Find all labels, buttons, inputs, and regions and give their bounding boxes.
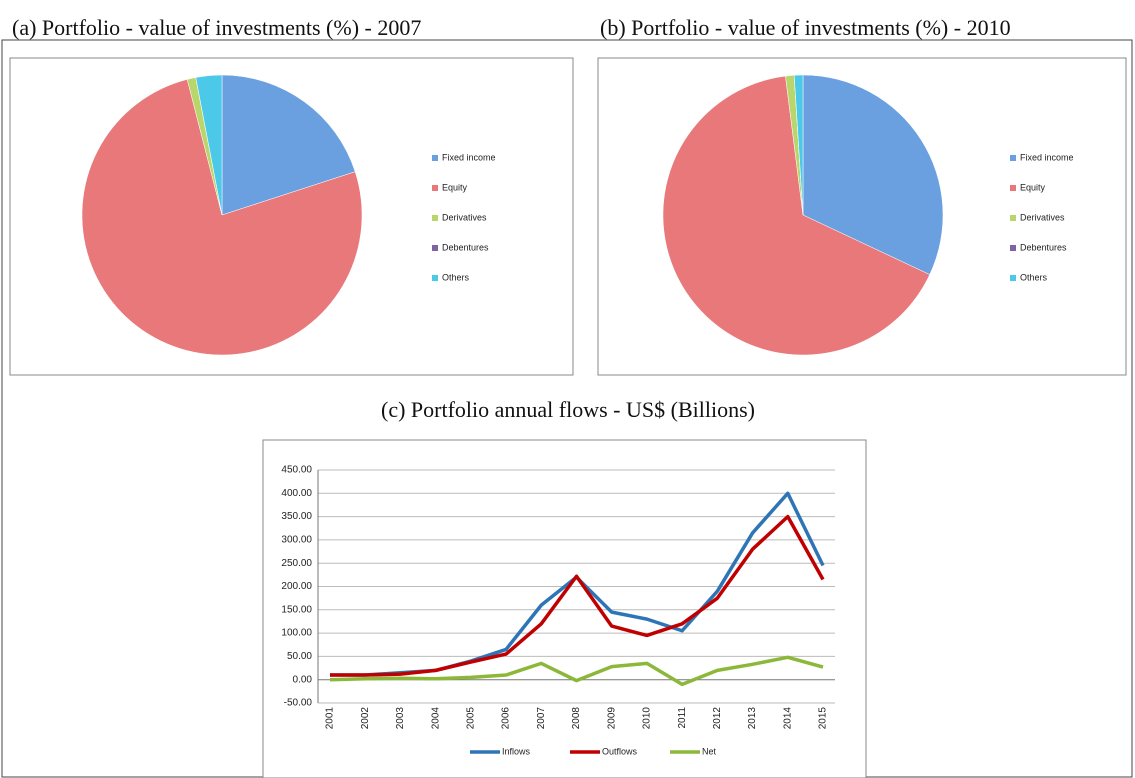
line-series (330, 514, 825, 677)
chart-title: (b) Portfolio - value of investments (%)… (600, 15, 1011, 40)
legend-label: Equity (442, 182, 468, 192)
x-tick-label: 2003 (395, 707, 406, 730)
y-tick-label: 100.00 (281, 628, 312, 639)
x-tick-label: 2007 (536, 707, 547, 730)
x-tick-label: 2014 (782, 707, 793, 730)
chart-title: (a) Portfolio - value of investments (%)… (12, 15, 421, 40)
panel-frame (262, 439, 867, 778)
x-tick-label: 2015 (818, 707, 829, 730)
legend-swatch (432, 275, 438, 281)
pie-slice (802, 74, 944, 275)
legend-label: Equity (1020, 182, 1046, 192)
x-tick-label: 2013 (747, 707, 758, 730)
x-tick-label: 2011 (677, 707, 688, 729)
pie-slice (662, 75, 931, 356)
y-tick-label: 300.00 (281, 535, 312, 546)
x-tick-label: 2009 (606, 707, 617, 730)
legend-swatch (1010, 245, 1016, 251)
x-tick-label: 2008 (571, 707, 582, 730)
y-tick-label: 400.00 (281, 488, 312, 499)
x-tick-label: 2012 (712, 707, 723, 730)
legend-swatch (1010, 275, 1016, 281)
y-tick-label: 200.00 (281, 581, 312, 592)
legend-swatch (1010, 155, 1016, 161)
pie-slice (793, 74, 804, 216)
x-tick-label: 2006 (501, 707, 512, 730)
y-tick-label: 350.00 (281, 511, 312, 522)
legend-label: Derivatives (442, 212, 487, 222)
legend-swatch (432, 185, 438, 191)
pie-slice (195, 74, 223, 216)
legend-swatch (1010, 185, 1016, 191)
legend-label: Outflows (602, 746, 638, 756)
legend-swatch (432, 155, 438, 161)
legend-label: Inflows (502, 746, 531, 756)
y-tick-label: 450.00 (281, 465, 312, 476)
y-tick-label: -50.00 (284, 698, 313, 709)
line-series (329, 655, 824, 687)
pie-slice (221, 74, 356, 216)
x-tick-label: 2005 (465, 707, 476, 730)
y-tick-label: 0.00 (293, 674, 313, 685)
y-tick-label: 150.00 (281, 604, 312, 615)
x-tick-label: 2002 (360, 707, 371, 730)
legend-label: Debentures (442, 242, 489, 252)
legend-label: Fixed income (442, 152, 496, 162)
legend-swatch (432, 215, 438, 221)
x-tick-label: 2004 (430, 707, 441, 730)
legend-label: Net (702, 746, 717, 756)
legend-swatch (1010, 215, 1016, 221)
chart-title: (c) Portfolio annual flows - US$ (Billio… (381, 397, 755, 422)
legend-label: Others (442, 272, 470, 282)
y-tick-label: 50.00 (287, 651, 312, 662)
x-tick-label: 2001 (325, 707, 336, 730)
pie-slice (81, 79, 363, 356)
x-tick-label: 2010 (642, 707, 653, 730)
y-tick-label: 250.00 (281, 558, 312, 569)
legend-label: Derivatives (1020, 212, 1065, 222)
legend-label: Debentures (1020, 242, 1067, 252)
legend-swatch (432, 245, 438, 251)
legend-label: Others (1020, 272, 1048, 282)
legend-label: Fixed income (1020, 152, 1074, 162)
